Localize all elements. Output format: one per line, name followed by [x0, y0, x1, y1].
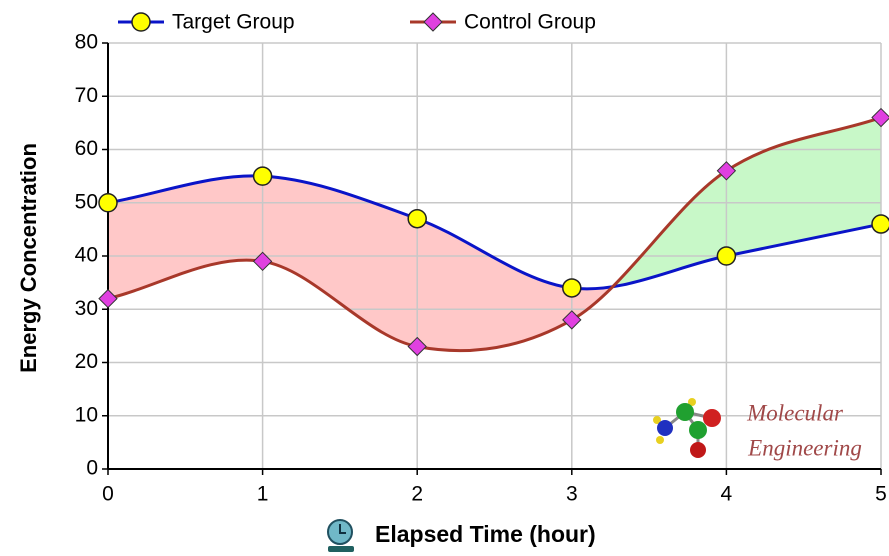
x-tick-label: 4: [721, 483, 733, 506]
logo-atom: [703, 409, 721, 427]
x-tick-label: 3: [566, 483, 578, 506]
marker: [98, 288, 118, 309]
marker: [716, 246, 737, 266]
logo-atom: [657, 420, 673, 436]
x-axis-title: Elapsed Time (hour): [375, 521, 596, 547]
logo-atom: [676, 403, 694, 421]
y-tick-label: 80: [75, 31, 98, 54]
y-tick-label: 40: [75, 244, 98, 267]
y-tick-label: 0: [86, 457, 98, 480]
marker: [871, 214, 889, 234]
marker: [252, 251, 273, 272]
clock-base: [328, 546, 354, 552]
logo-atom: [690, 442, 706, 458]
marker: [716, 161, 737, 181]
watermark: Molecular: [746, 400, 844, 425]
y-tick-label: 30: [75, 297, 98, 320]
marker: [871, 107, 889, 128]
y-tick-label: 70: [75, 84, 98, 107]
marker: [252, 166, 273, 186]
series-line: [107, 116, 882, 353]
logo-atom: [653, 416, 661, 424]
logo-atom: [656, 436, 664, 444]
x-tick-label: 0: [102, 483, 114, 506]
y-tick-label: 10: [75, 403, 98, 426]
marker: [131, 12, 151, 32]
marker: [98, 193, 118, 213]
fill-layer: [108, 117, 881, 351]
clock-icon: [327, 519, 354, 552]
y-tick-label: 50: [75, 190, 98, 213]
y-tick-label: 60: [75, 137, 98, 160]
legend-label: Control Group: [464, 11, 596, 34]
x-tick-label: 2: [411, 483, 423, 506]
y-tick-label: 20: [75, 350, 98, 373]
watermark: Engineering: [747, 435, 862, 460]
marker: [407, 208, 427, 229]
logo: [653, 398, 721, 458]
marker: [562, 310, 582, 330]
x-tick-label: 5: [875, 483, 887, 506]
legend-label: Target Group: [172, 11, 295, 34]
clock-hands: [339, 524, 346, 534]
x-tick-label: 1: [257, 483, 269, 506]
logo-atom: [688, 398, 696, 406]
marker: [423, 12, 443, 32]
y-axis-title: Energy Concentration: [16, 143, 41, 373]
logo-atom: [689, 421, 707, 439]
marker: [407, 336, 427, 357]
series-line: [107, 174, 882, 291]
marker: [562, 278, 582, 298]
difference-fill: [108, 175, 613, 351]
